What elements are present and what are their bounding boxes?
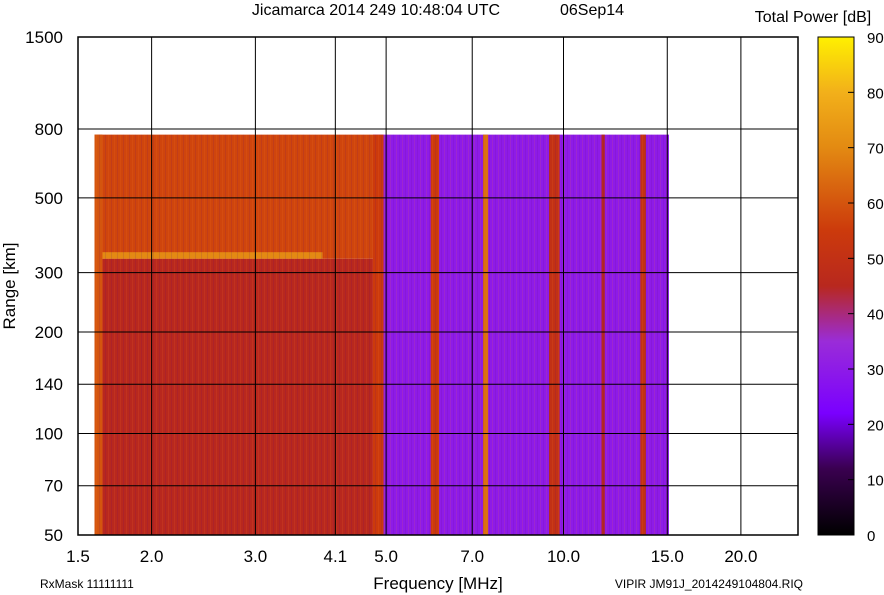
colorbar-tick-label: 30 <box>867 362 884 379</box>
colorbar-tick-label: 40 <box>867 307 884 324</box>
colorbar-title: Total Power [dB] <box>755 9 872 26</box>
x-tick-label: 20.0 <box>724 547 757 566</box>
x-tick-label: 7.0 <box>460 547 484 566</box>
heatmap-texture <box>94 134 669 535</box>
x-axis-label: Frequency [MHz] <box>373 574 502 593</box>
colorbar-ticks: 0 10 20 30 40 50 60 70 80 90 <box>848 30 884 545</box>
colorbar-tick-label: 20 <box>867 417 884 434</box>
x-tick-label: 3.0 <box>244 547 268 566</box>
x-axis-ticks: 1.5 2.0 3.0 4.1 5.0 7.0 10.0 15.0 20.0 <box>66 547 757 566</box>
x-tick-label: 2.0 <box>140 547 164 566</box>
x-tick-label: 1.5 <box>66 547 90 566</box>
plot-frame <box>77 36 799 536</box>
y-tick-label: 100 <box>35 425 63 444</box>
colorbar-tick-label: 80 <box>867 85 884 102</box>
colorbar-tick-label: 50 <box>867 251 884 268</box>
y-tick-label: 800 <box>35 120 63 139</box>
y-tick-label: 1500 <box>25 28 63 47</box>
y-axis-label: Range [km] <box>0 243 19 330</box>
y-tick-label: 500 <box>35 189 63 208</box>
y-tick-label: 70 <box>44 477 63 496</box>
colorbar: 0 10 20 30 40 50 60 70 80 90 <box>817 30 884 545</box>
y-tick-label: 300 <box>35 264 63 283</box>
y-tick-label: 140 <box>35 375 63 394</box>
x-tick-label: 10.0 <box>547 547 580 566</box>
colorbar-gradient <box>817 36 855 536</box>
y-tick-label: 200 <box>35 323 63 342</box>
plot-area <box>77 36 799 536</box>
file-label: VIPIR JM91J_2014249104804.RIQ <box>615 577 803 591</box>
x-tick-label: 15.0 <box>651 547 684 566</box>
x-tick-label: 5.0 <box>374 547 398 566</box>
chart-title: Jicamarca 2014 249 10:48:04 UTC <box>252 2 500 19</box>
colorbar-tick-label: 0 <box>867 528 875 545</box>
heatmap-layer <box>94 134 669 535</box>
colorbar-tick-label: 10 <box>867 473 884 490</box>
colorbar-tick-label: 60 <box>867 196 884 213</box>
x-tick-label: 4.1 <box>324 547 348 566</box>
y-tick-label: 50 <box>44 526 63 545</box>
grid-lines <box>78 37 798 535</box>
colorbar-tick-label: 90 <box>867 30 884 47</box>
chart-date: 06Sep14 <box>560 2 624 19</box>
y-axis-ticks: 50 70 100 140 200 300 500 800 1500 <box>25 28 63 545</box>
rxmask-label: RxMask 11111111 <box>40 577 134 591</box>
colorbar-tick-label: 70 <box>867 141 884 158</box>
